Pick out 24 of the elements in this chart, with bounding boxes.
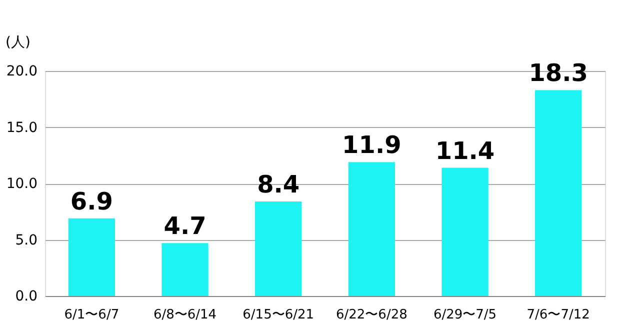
y-tick-label: 20.0: [6, 64, 38, 80]
bar: [442, 168, 488, 296]
data-label: 6.9: [70, 187, 113, 216]
x-tick-label: 6/29〜7/5: [433, 308, 497, 322]
bar: [68, 218, 115, 296]
x-tick-label: 6/1〜6/7: [64, 308, 120, 322]
data-label: 18.3: [528, 59, 588, 88]
y-tick-label: 5.0: [15, 232, 38, 248]
y-tick-label: 10.0: [6, 176, 38, 192]
bar: [162, 243, 208, 296]
y-axis-title: (人): [6, 34, 30, 50]
x-tick-label: 6/8〜6/14: [153, 308, 217, 322]
y-tick-label: 0.0: [15, 288, 38, 304]
bar: [255, 202, 302, 296]
y-tick-label: 15.0: [6, 120, 38, 136]
data-label: 4.7: [164, 212, 206, 240]
x-tick-label: 7/6〜7/12: [526, 308, 590, 322]
x-tick-label: 6/15〜6/21: [242, 308, 314, 322]
x-tick-label: 6/22〜6/28: [336, 308, 408, 322]
bar: [348, 162, 395, 296]
data-label: 8.4: [257, 170, 300, 198]
bar: [535, 90, 582, 296]
data-label: 11.4: [435, 136, 495, 165]
data-label: 11.9: [342, 131, 402, 160]
